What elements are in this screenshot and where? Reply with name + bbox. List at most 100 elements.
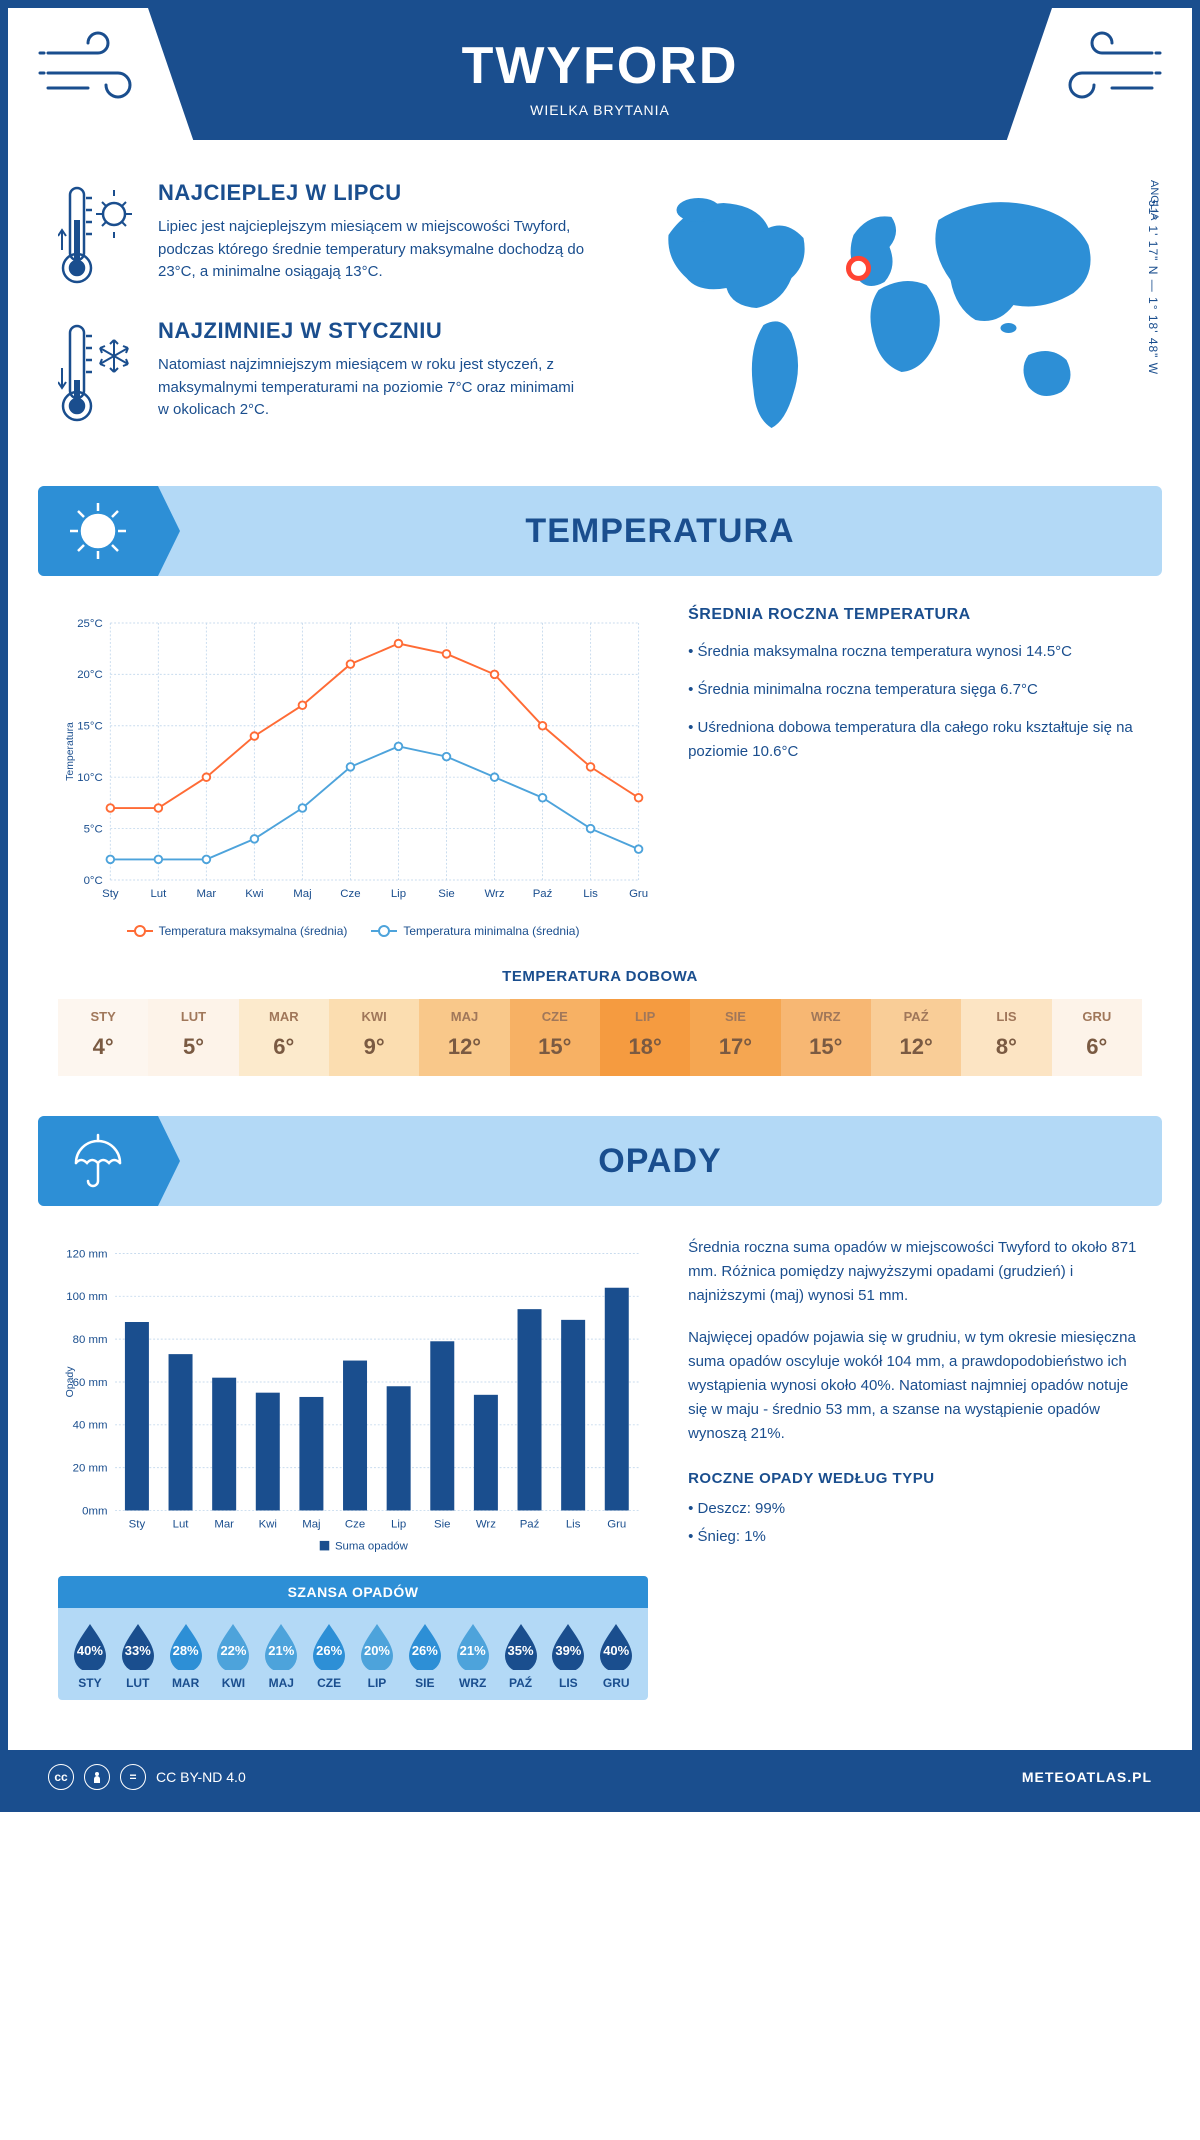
svg-text:0°C: 0°C (84, 875, 103, 887)
legend-item: Temperatura maksymalna (średnia) (127, 924, 348, 938)
infographic-page: TWYFORD WIELKA BRYTANIA NAJCIEPLEJ W LIP… (0, 0, 1200, 1812)
wind-icon-right (1042, 28, 1162, 108)
coldest-text: Natomiast najzimniejszym miesiącem w rok… (158, 354, 585, 422)
temp-side-text: ŚREDNIA ROCZNA TEMPERATURA • Średnia mak… (688, 606, 1142, 938)
top-wrap: TWYFORD WIELKA BRYTANIA (8, 8, 1192, 140)
coldest-body: NAJZIMNIEJ W STYCZNIU Natomiast najzimni… (158, 318, 585, 428)
temp-bullet: • Uśredniona dobowa temperatura dla całe… (688, 716, 1142, 764)
svg-text:Wrz: Wrz (476, 1519, 496, 1531)
svg-text:20 mm: 20 mm (73, 1462, 108, 1474)
svg-text:20°C: 20°C (77, 669, 103, 681)
daily-cell: WRZ15° (781, 999, 871, 1076)
nd-icon: = (120, 1764, 146, 1790)
svg-text:Kwi: Kwi (259, 1519, 277, 1531)
svg-text:Suma opadów: Suma opadów (335, 1540, 409, 1552)
wind-icon-left (38, 28, 158, 108)
svg-text:80 mm: 80 mm (73, 1334, 108, 1346)
temp-title: TEMPERATURA (158, 512, 1162, 551)
daily-cell: SIE17° (690, 999, 780, 1076)
svg-text:Gru: Gru (607, 1519, 626, 1531)
svg-text:Lip: Lip (391, 1519, 406, 1531)
daily-cell: MAJ12° (419, 999, 509, 1076)
daily-temp-title: TEMPERATURA DOBOWA (8, 968, 1192, 985)
temp-legend: Temperatura maksymalna (średnia) Temperat… (58, 924, 648, 938)
chance-drop: 35%PAŹ (497, 1622, 545, 1690)
daily-cell: STY4° (58, 999, 148, 1076)
chance-drop: 40%STY (66, 1622, 114, 1690)
daily-cell: LIS8° (961, 999, 1051, 1076)
svg-text:0mm: 0mm (82, 1505, 107, 1517)
chance-title: SZANSA OPADÓW (58, 1576, 648, 1608)
facts-column: NAJCIEPLEJ W LIPCU Lipiec jest najcieple… (58, 180, 585, 456)
opady-title: OPADY (158, 1142, 1162, 1181)
city-name: TWYFORD (148, 36, 1052, 96)
svg-text:Paź: Paź (533, 888, 553, 900)
chance-drop: 33%LUT (114, 1622, 162, 1690)
svg-text:Lut: Lut (173, 1519, 190, 1531)
svg-text:Cze: Cze (340, 888, 360, 900)
chance-drop: 22%KWI (210, 1622, 258, 1690)
svg-text:Opady: Opady (65, 1366, 76, 1398)
world-map (615, 180, 1142, 440)
daily-cell: CZE15° (510, 999, 600, 1076)
svg-text:Lis: Lis (566, 1519, 581, 1531)
chance-box: SZANSA OPADÓW 40%STY33%LUT28%MAR22%KWI21… (58, 1576, 648, 1700)
svg-text:Lip: Lip (391, 888, 406, 900)
footer: cc = CC BY-ND 4.0 METEOATLAS.PL (8, 1750, 1192, 1804)
svg-text:Paź: Paź (520, 1519, 540, 1531)
svg-text:Temperatura: Temperatura (65, 722, 76, 781)
coordinates: 51° 1' 17" N — 1° 18' 48" W (1146, 200, 1160, 375)
cc-icon: cc (48, 1764, 74, 1790)
svg-text:15°C: 15°C (77, 721, 103, 733)
svg-text:Sty: Sty (129, 1519, 146, 1531)
coldest-fact: NAJZIMNIEJ W STYCZNIU Natomiast najzimni… (58, 318, 585, 428)
svg-text:Sty: Sty (102, 888, 119, 900)
opady-type-title: ROCZNE OPADY WEDŁUG TYPU (688, 1470, 1142, 1487)
chance-drop: 21%WRZ (449, 1622, 497, 1690)
chance-drop: 20%LIP (353, 1622, 401, 1690)
svg-text:5°C: 5°C (84, 823, 103, 835)
svg-text:Mar: Mar (214, 1519, 234, 1531)
opady-type-item: • Deszcz: 99% (688, 1497, 1142, 1521)
svg-text:120 mm: 120 mm (66, 1248, 107, 1260)
chance-drop: 28%MAR (162, 1622, 210, 1690)
svg-text:25°C: 25°C (77, 618, 103, 630)
country-name: WIELKA BRYTANIA (148, 102, 1052, 118)
warmest-title: NAJCIEPLEJ W LIPCU (158, 180, 585, 206)
intro-row: NAJCIEPLEJ W LIPCU Lipiec jest najcieple… (8, 170, 1192, 486)
svg-text:Maj: Maj (302, 1519, 320, 1531)
temp-content-row: 0°C5°C10°C15°C20°C25°CStyLutMarKwiMajCze… (8, 606, 1192, 958)
thermometer-cold-icon (58, 318, 138, 428)
footer-license: cc = CC BY-ND 4.0 (48, 1764, 246, 1790)
temperature-line-chart: 0°C5°C10°C15°C20°C25°CStyLutMarKwiMajCze… (58, 606, 648, 916)
opady-para1: Średnia roczna suma opadów w miejscowośc… (688, 1236, 1142, 1308)
chance-drop: 26%CZE (305, 1622, 353, 1690)
svg-text:Mar: Mar (197, 888, 217, 900)
daily-cell: LUT5° (148, 999, 238, 1076)
opady-section-header: OPADY (38, 1116, 1162, 1206)
svg-text:Maj: Maj (293, 888, 311, 900)
temp-chart-container: 0°C5°C10°C15°C20°C25°CStyLutMarKwiMajCze… (58, 606, 648, 938)
opady-type-item: • Śnieg: 1% (688, 1525, 1142, 1549)
daily-cell: KWI9° (329, 999, 419, 1076)
warmest-fact: NAJCIEPLEJ W LIPCU Lipiec jest najcieple… (58, 180, 585, 290)
legend-item: Temperatura minimalna (średnia) (371, 924, 579, 938)
opady-left-col: 0mm 20 mm 40 mm 60 mm 80 mm 100 mm 120 mm Sty Lu… (58, 1236, 648, 1700)
svg-text:Lis: Lis (583, 888, 598, 900)
warmest-body: NAJCIEPLEJ W LIPCU Lipiec jest najcieple… (158, 180, 585, 290)
daily-cell: GRU6° (1052, 999, 1142, 1076)
svg-text:Cze: Cze (345, 1519, 365, 1531)
chance-drop: 26%SIE (401, 1622, 449, 1690)
svg-text:Gru: Gru (629, 888, 648, 900)
chance-body: 40%STY33%LUT28%MAR22%KWI21%MAJ26%CZE20%L… (58, 1608, 648, 1700)
coldest-title: NAJZIMNIEJ W STYCZNIU (158, 318, 585, 344)
thermometer-hot-icon (58, 180, 138, 290)
opady-para2: Najwięcej opadów pojawia się w grudniu, … (688, 1326, 1142, 1446)
svg-text:100 mm: 100 mm (66, 1291, 107, 1303)
daily-cell: MAR6° (239, 999, 329, 1076)
svg-text:40 mm: 40 mm (73, 1420, 108, 1432)
chance-drop: 40%GRU (592, 1622, 640, 1690)
svg-text:60 mm: 60 mm (73, 1377, 108, 1389)
chance-drop: 21%MAJ (257, 1622, 305, 1690)
svg-text:Wrz: Wrz (484, 888, 504, 900)
